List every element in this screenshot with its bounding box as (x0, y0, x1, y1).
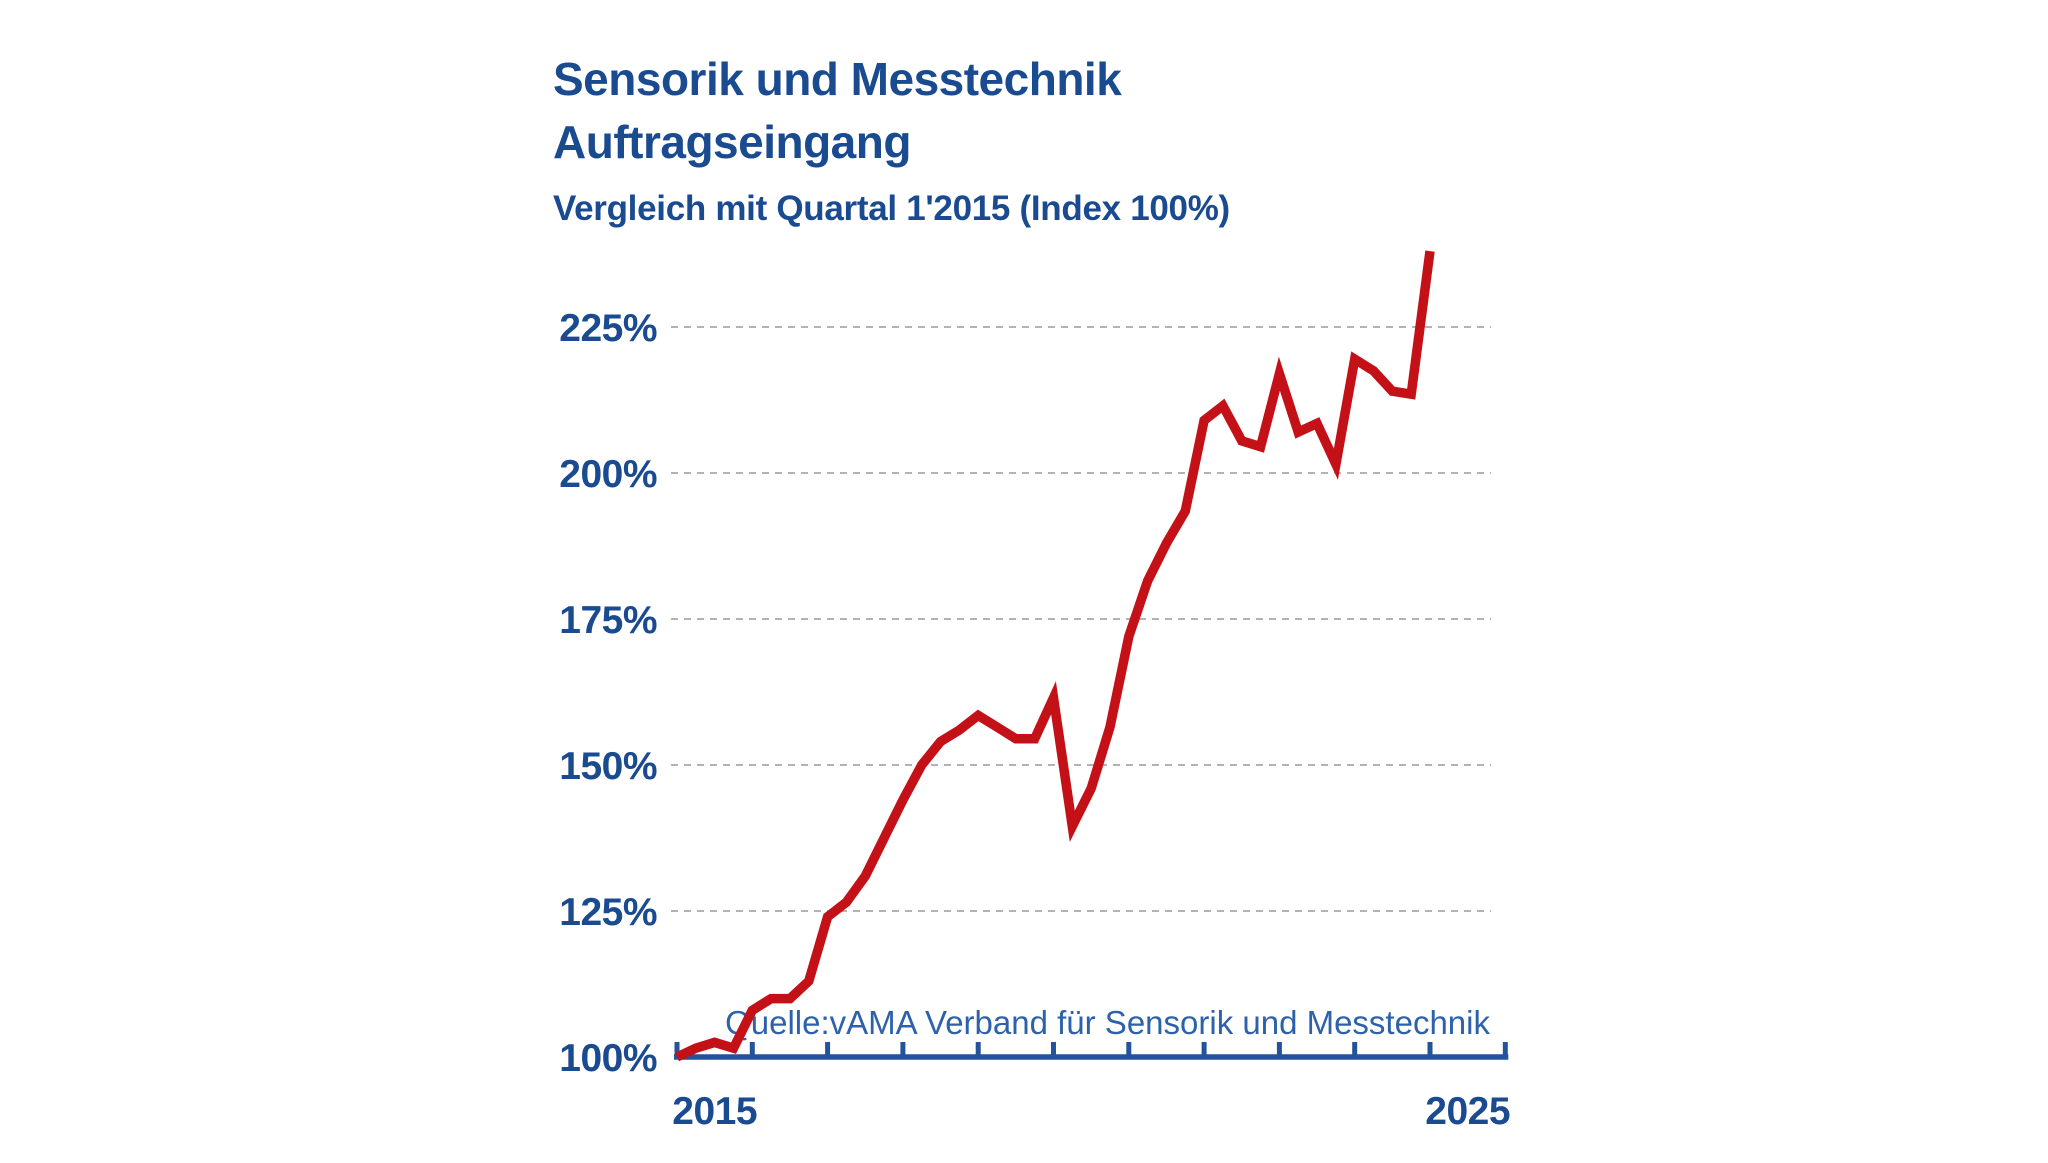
y-axis-labels: 100% 125% 150% 175% 200% 225% (559, 307, 657, 1080)
y-tick-label-125: 125% (559, 891, 657, 934)
x-tick-label-2025: 2025 (1425, 1090, 1510, 1133)
x-axis (674, 1042, 1509, 1060)
order-intake-line (674, 250, 1435, 1062)
chart-header: Sensorik und Messtechnik Auftragseingang… (553, 48, 1230, 229)
y-tick-label-175: 175% (559, 599, 657, 642)
y-tick-label-100: 100% (559, 1037, 657, 1080)
x-axis-labels: 2015 2025 (672, 1090, 1510, 1133)
y-tick-label-150: 150% (559, 745, 657, 788)
y-tick-label-225: 225% (559, 307, 657, 350)
chart-title-line1: Sensorik und Messtechnik (553, 53, 1122, 105)
chart-subtitle: Vergleich mit Quartal 1'2015 (Index 100%… (553, 189, 1230, 228)
chart-title-line2: Auftragseingang (553, 116, 911, 168)
gridlines (671, 326, 1491, 912)
source-note: Quelle:vAMA Verband für Sensorik und Mes… (725, 1004, 1490, 1041)
y-tick-label-200: 200% (559, 453, 657, 496)
x-tick-label-2015: 2015 (672, 1090, 757, 1133)
